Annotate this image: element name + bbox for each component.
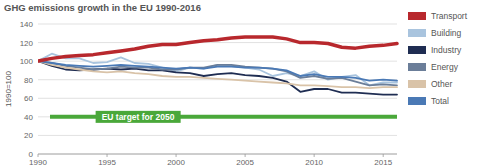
x-tick-label: 1990 [29, 158, 47, 167]
y-tick-label: 100 [20, 57, 34, 66]
legend-swatch [408, 80, 426, 88]
annotation: EU target for 2050 [102, 112, 175, 122]
x-tick-label: 2010 [305, 158, 323, 167]
legend-label: Industry [431, 45, 462, 55]
series-line [38, 61, 397, 85]
y-tick-label: 80 [24, 76, 33, 85]
x-tick [383, 154, 384, 157]
x-tick-label: 2015 [374, 158, 392, 167]
grid-line [38, 116, 397, 117]
y-tick-label: 140 [20, 20, 34, 29]
grid-line [38, 24, 397, 25]
x-tick [38, 154, 39, 157]
target-label-box [96, 111, 181, 123]
legend-label: Building [431, 28, 462, 38]
grid-line [38, 61, 397, 62]
x-tick [107, 154, 108, 157]
y-tick-label: 120 [20, 39, 34, 48]
legend-label: Energy [431, 62, 459, 72]
legend-swatch [408, 29, 426, 37]
grid-line [38, 42, 397, 43]
series-line [38, 54, 397, 86]
annotations: EU target for 2050 [96, 111, 181, 123]
title: GHG emissions growth in the EU 1990-2016 [4, 2, 201, 13]
x-tick [176, 154, 177, 157]
x-tick [314, 154, 315, 157]
x-tick-label: 2005 [236, 158, 254, 167]
grid-line [38, 98, 397, 99]
legend-swatch [408, 63, 426, 71]
y-axis-label: 1990=100 [4, 71, 13, 107]
series-line [38, 37, 397, 61]
legend-swatch [408, 12, 426, 20]
x-axis-line [38, 154, 397, 155]
legend-swatch [408, 97, 426, 105]
series-line [38, 61, 397, 88]
legend-label: Transport [431, 11, 468, 21]
y-tick-label: 60 [24, 94, 33, 103]
legend-label: Other [431, 79, 452, 89]
chart: GHG emissions growth in the EU 1990-2016… [0, 0, 480, 167]
legend-swatch [408, 46, 426, 54]
grid-line [38, 154, 397, 155]
x-tick-label: 2000 [167, 158, 185, 167]
legend: Transport Building Industry Energy Other Tota… [408, 11, 468, 106]
plot-area [38, 37, 397, 117]
y-tick-label: 20 [24, 131, 33, 140]
x-tick-label: 1995 [98, 158, 116, 167]
series-line [38, 61, 397, 81]
y-tick-label: 40 [24, 113, 33, 122]
series-line [38, 61, 397, 94]
x-tick [245, 154, 246, 157]
legend-label: Total [431, 96, 449, 106]
grid-line [38, 135, 397, 136]
